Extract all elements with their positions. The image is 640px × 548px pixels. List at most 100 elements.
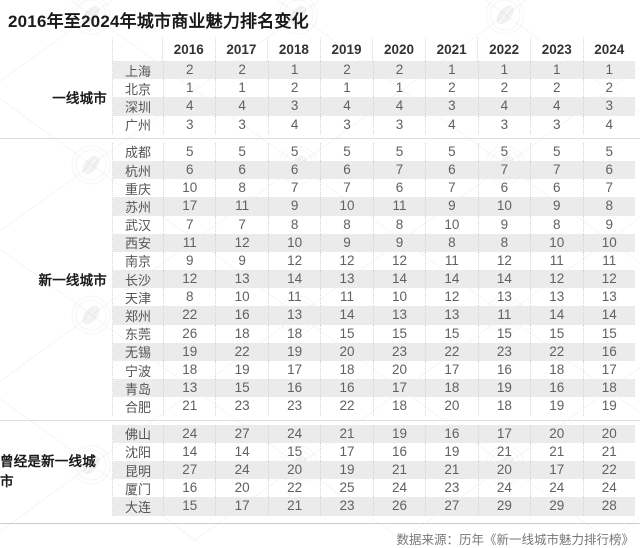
rank-cell: 2 <box>267 79 320 98</box>
rank-cell: 12 <box>215 233 267 252</box>
rank-cell: 3 <box>425 97 477 116</box>
rank-cell: 5 <box>582 142 635 161</box>
rank-cell: 23 <box>477 342 530 361</box>
city-name: 杭州 <box>124 163 151 179</box>
group-label: 一线城市 <box>52 91 107 107</box>
rank-cell: 5 <box>372 142 425 161</box>
rank-cell: 24 <box>372 479 425 498</box>
rank-cell: 8 <box>425 233 477 252</box>
rank-cell: 17 <box>215 497 267 516</box>
rank-cell: 12 <box>320 251 372 271</box>
rank-cell: 17 <box>372 379 425 398</box>
rank-cell: 19 <box>477 379 530 398</box>
rank-cell: 22 <box>215 342 267 361</box>
rank-cell: 6 <box>320 160 372 180</box>
city-name: 长沙 <box>124 272 151 288</box>
rank-cell: 1 <box>372 79 425 98</box>
city-name: 郑州 <box>124 309 151 325</box>
rank-cell: 6 <box>372 179 425 198</box>
rank-cell: 16 <box>320 379 372 398</box>
header-spacer <box>112 38 162 61</box>
rank-cell: 11 <box>425 251 477 271</box>
rank-cell: 8 <box>320 215 372 234</box>
rank-cell: 4 <box>477 97 530 116</box>
year-header: 2021 <box>424 38 478 61</box>
group-separator-line <box>0 419 640 421</box>
rank-cell: 11 <box>215 197 267 216</box>
table-row: 郑州 22 16 13 14 13 13 11 14 14 <box>113 306 635 325</box>
rank-cell: 18 <box>163 361 215 380</box>
table-row: 南京 9 9 12 12 12 11 12 11 11 <box>113 251 635 271</box>
city-name: 天津 <box>124 290 151 306</box>
rank-cell: 13 <box>267 306 320 325</box>
rank-cell: 19 <box>530 397 582 416</box>
rank-cell: 15 <box>163 497 215 516</box>
rank-cell: 27 <box>163 460 215 480</box>
rank-cell: 5 <box>425 142 477 161</box>
table-row: 北京 1 1 2 1 1 2 2 2 2 <box>113 79 635 98</box>
rank-cell: 2 <box>372 61 425 80</box>
table-row: 无锡 19 22 19 20 23 22 23 22 16 <box>113 342 635 361</box>
city-name: 大连 <box>124 499 151 515</box>
rank-cell: 12 <box>582 270 635 289</box>
rank-cell: 11 <box>477 306 530 325</box>
rank-cell: 7 <box>425 179 477 198</box>
table-row: 杭州 6 6 6 6 7 6 7 7 6 <box>113 160 635 180</box>
rank-cell: 8 <box>477 233 530 252</box>
rank-cell: 9 <box>425 197 477 216</box>
rank-cell: 17 <box>530 460 582 480</box>
table-row: 大连 15 17 21 23 26 27 29 29 28 <box>113 497 635 516</box>
rank-cell: 9 <box>320 233 372 252</box>
rank-cell: 8 <box>372 215 425 234</box>
city-name: 北京 <box>124 81 151 97</box>
rank-cell: 10 <box>425 215 477 234</box>
table-row: 广州 3 3 4 3 3 4 3 3 4 <box>113 115 635 134</box>
table-body: 一线城市 上海 2 2 1 2 2 1 1 1 1 北京 1 1 2 1 1 2 2 2 2 深圳 4 4 3 4 4 3 4 4 3 广州 3… <box>0 61 640 516</box>
rank-cell: 4 <box>163 97 215 116</box>
rank-cell: 22 <box>267 479 320 498</box>
rank-cell: 14 <box>425 270 477 289</box>
city-name: 厦门 <box>124 481 151 497</box>
city-name: 苏州 <box>124 199 151 215</box>
rank-cell: 15 <box>267 442 320 461</box>
city-name: 青岛 <box>124 381 151 397</box>
rank-cell: 19 <box>372 424 425 443</box>
table-row: 天津 8 10 11 11 10 12 13 13 13 <box>113 288 635 307</box>
rank-cell: 19 <box>215 361 267 380</box>
rank-cell: 23 <box>215 397 267 416</box>
table-row: 西安 11 12 10 9 9 8 8 10 10 <box>113 233 635 252</box>
ranking-table: 2016 2017 2018 2019 2020 2021 2022 2023 2024 一线城… <box>0 38 640 516</box>
rank-cell: 24 <box>163 424 215 443</box>
rank-cell: 6 <box>267 160 320 180</box>
rank-cell: 20 <box>477 460 530 480</box>
rank-cell: 6 <box>163 160 215 180</box>
rank-cell: 6 <box>425 160 477 180</box>
rank-cell: 18 <box>320 361 372 380</box>
rank-cell: 15 <box>372 324 425 343</box>
rank-cell: 8 <box>530 215 582 234</box>
rank-cell: 9 <box>530 197 582 216</box>
city-group: 一线城市 上海 2 2 1 2 2 1 1 1 1 北京 1 1 2 1 1 2 2 2 2 深圳 4 4 3 4 4 3 4 4 3 广州 3… <box>0 61 640 134</box>
city-name: 佛山 <box>124 427 151 443</box>
year-header: 2023 <box>529 38 583 61</box>
rank-cell: 15 <box>425 324 477 343</box>
group-separator <box>0 134 640 143</box>
table-row: 长沙 12 13 14 13 14 14 14 12 12 <box>113 270 635 289</box>
rank-cell: 23 <box>320 497 372 516</box>
rank-cell: 7 <box>267 179 320 198</box>
rank-cell: 13 <box>582 288 635 307</box>
rank-cell: 21 <box>320 424 372 443</box>
rank-cell: 2 <box>320 61 372 80</box>
rank-cell: 29 <box>477 497 530 516</box>
rank-cell: 17 <box>267 361 320 380</box>
group-separator-line <box>0 137 640 139</box>
city-name: 成都 <box>124 145 151 161</box>
rank-cell: 27 <box>425 497 477 516</box>
rank-cell: 5 <box>163 142 215 161</box>
rank-cell: 4 <box>215 97 267 116</box>
rank-cell: 21 <box>372 460 425 480</box>
rank-cell: 5 <box>267 142 320 161</box>
rank-cell: 2 <box>582 79 635 98</box>
table-row: 东莞 26 18 18 15 15 15 15 15 15 <box>113 324 635 343</box>
rank-cell: 8 <box>163 288 215 307</box>
